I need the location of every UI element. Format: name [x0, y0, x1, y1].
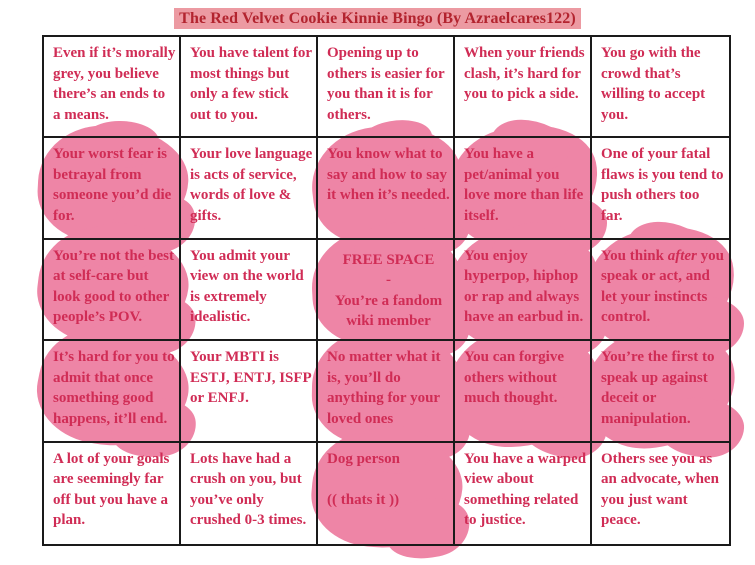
- cell-text: No matter what it is, you’ll do anything…: [327, 349, 441, 427]
- bingo-cell: Even if it’s morally grey, you believe t…: [44, 37, 181, 138]
- cell-text: Lots have had a crush on you, but you’ve…: [190, 450, 307, 529]
- cell-text: Your love language is acts of service, w…: [190, 146, 313, 224]
- bingo-cell: One of your fatal flaws is you tend to p…: [592, 138, 729, 239]
- cell-text: FREE SPACE - You’re a fandom wiki member: [334, 251, 443, 330]
- cell-text: You have a warped view about something r…: [464, 450, 587, 529]
- page-title: The Red Velvet Cookie Kinnie Bingo (By A…: [174, 8, 581, 29]
- bingo-board: Even if it’s morally grey, you believe t…: [28, 35, 748, 565]
- bingo-cell: You’re the first to speak up against dec…: [577, 316, 746, 460]
- cell-text: One of your fatal flaws is you tend to p…: [601, 146, 724, 224]
- bingo-cell: When your friends clash, it’s hard for y…: [455, 37, 592, 138]
- bingo-cell: You know what to say and how to say it w…: [305, 114, 473, 259]
- cell-text: You admit your view on the world is extr…: [190, 247, 304, 326]
- cell-text: You enjoy hyperpop, hiphop or rap and al…: [464, 247, 584, 326]
- cell-text: Dog person (( thats it )): [327, 450, 400, 508]
- marker-blob: [79, 121, 160, 169]
- cell-text: You go with the crowd that’s willing to …: [601, 45, 706, 123]
- bingo-cell: Your worst fear is betrayal from someone…: [35, 121, 202, 263]
- bingo-cell: A lot of your goals are seemingly far of…: [44, 443, 181, 544]
- cell-text: You have a pet/animal you love more than…: [464, 146, 584, 224]
- cell-text: It’s hard for you to admit that once som…: [53, 349, 175, 427]
- cell-text: Your MBTI is ESTJ, ENTJ, ISFP or ENFJ.: [190, 349, 311, 407]
- bingo-cell: You enjoy hyperpop, hiphop or rap and al…: [441, 215, 610, 359]
- cell-text: A lot of your goals are seemingly far of…: [53, 450, 170, 529]
- bingo-cell: Your MBTI is ESTJ, ENTJ, ISFP or ENFJ.: [181, 341, 318, 442]
- cell-text: You’re not the best at self-care but loo…: [53, 247, 174, 326]
- bingo-cell: Your love language is acts of service, w…: [181, 138, 318, 239]
- cell-text: Your worst fear is betrayal from someone…: [53, 146, 172, 224]
- cell-text: Opening up to others is easier for you t…: [327, 45, 445, 123]
- cell-text: You can forgive others without much thou…: [464, 349, 564, 407]
- bingo-cell: You go with the crowd that’s willing to …: [592, 37, 729, 138]
- bingo-cell: You admit your view on the world is extr…: [181, 240, 318, 341]
- bingo-cell: Others see you as an advocate, when you …: [592, 443, 729, 544]
- title-bar: The Red Velvet Cookie Kinnie Bingo (By A…: [0, 8, 755, 29]
- bingo-cell: You’re not the best at self-care but loo…: [31, 219, 201, 362]
- cell-text: You’re the first to speak up against dec…: [601, 349, 715, 427]
- bingo-cell: You have a warped view about something r…: [455, 443, 592, 544]
- cell-text: You think after you speak or act, and le…: [601, 247, 724, 326]
- bingo-cell: Dog person (( thats it )): [307, 424, 475, 565]
- cell-text: When your friends clash, it’s hard for y…: [464, 45, 585, 102]
- cell-text: You have talent for most things but only…: [190, 45, 312, 123]
- free-space-cell: FREE SPACE - You’re a fandom wiki member: [309, 218, 475, 363]
- bingo-cell: Lots have had a crush on you, but you’ve…: [181, 443, 318, 544]
- bingo-cell: You can forgive others without much thou…: [445, 319, 612, 463]
- bingo-cell: You have a pet/animal you love more than…: [438, 112, 610, 259]
- bingo-cell: You think after you speak or act, and le…: [574, 212, 748, 361]
- bingo-cell: Opening up to others is easier for you t…: [318, 37, 455, 138]
- bingo-cell: You have talent for most things but only…: [181, 37, 318, 138]
- cell-text: Others see you as an advocate, when you …: [601, 450, 719, 529]
- bingo-cell: It’s hard for you to admit that once som…: [28, 315, 199, 461]
- bingo-grid: Even if it’s morally grey, you believe t…: [28, 37, 748, 565]
- cell-text: You know what to say and how to say it w…: [327, 146, 450, 204]
- cell-text: Even if it’s morally grey, you believe t…: [53, 45, 176, 123]
- bingo-cell: No matter what it is, you’ll do anything…: [310, 322, 476, 466]
